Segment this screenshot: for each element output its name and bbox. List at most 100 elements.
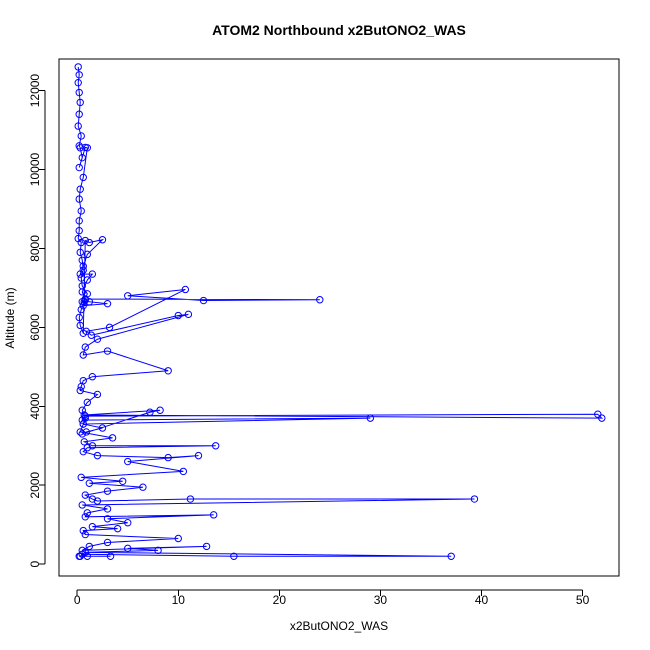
data-point	[164, 453, 172, 462]
data-point	[103, 515, 112, 523]
data-point	[194, 451, 203, 460]
data-point	[103, 487, 112, 495]
data-point	[75, 88, 83, 97]
y-tick-label: 10000	[28, 152, 42, 186]
data-point	[85, 479, 94, 487]
chart-title: ATOM2 Northbound x2ButONO2_WAS	[212, 22, 466, 38]
data-point	[164, 367, 172, 375]
x-tick-label: 20	[273, 593, 287, 607]
data-point	[83, 509, 92, 517]
data-point	[79, 262, 87, 270]
data-point	[88, 270, 97, 278]
data-point	[85, 238, 94, 247]
data-point	[77, 382, 85, 391]
data-point	[93, 390, 102, 399]
data-point	[74, 78, 82, 87]
data-point	[124, 457, 132, 466]
x-axis-label: x2ButONO2_WAS	[290, 619, 388, 633]
data-point	[77, 305, 85, 314]
data-point	[93, 497, 102, 505]
data-point	[124, 292, 132, 300]
data-point	[174, 311, 182, 320]
data-point	[83, 250, 92, 259]
data-point	[83, 398, 92, 407]
data-point	[78, 406, 86, 414]
data-point	[75, 71, 83, 79]
data-point	[154, 546, 162, 555]
x-tick-label: 30	[374, 593, 388, 607]
data-point	[76, 428, 84, 436]
data-point	[81, 343, 89, 351]
data-point	[79, 420, 87, 428]
data-point	[118, 477, 127, 485]
data-point	[105, 323, 114, 332]
x-tick-label: 0	[74, 593, 81, 607]
data-point	[81, 530, 89, 539]
data-point	[103, 538, 112, 547]
y-tick-label: 2000	[28, 472, 42, 499]
data-point	[103, 505, 112, 513]
data-point	[75, 217, 83, 225]
plot-frame	[58, 58, 620, 577]
data-point	[82, 327, 90, 336]
data-point	[83, 276, 92, 284]
data-point	[88, 495, 97, 503]
x-tick-label: 50	[576, 593, 590, 607]
data-point	[103, 347, 112, 355]
data-point	[199, 296, 208, 305]
data-point	[76, 270, 84, 278]
y-tick-label: 12000	[28, 74, 42, 108]
data-point	[98, 424, 107, 432]
y-tick-label: 4000	[28, 393, 42, 420]
data-point	[87, 331, 96, 339]
y-axis-label: Altitude (m)	[3, 287, 17, 348]
data-point	[139, 483, 147, 491]
plot-layer	[74, 63, 606, 560]
data-point	[81, 236, 89, 245]
data-point	[76, 144, 84, 152]
data-point	[77, 207, 85, 215]
data-point	[184, 310, 193, 319]
data-point	[79, 447, 87, 456]
data-point	[80, 411, 88, 419]
data-point	[106, 552, 115, 560]
data-point	[79, 526, 87, 535]
data-point	[76, 248, 84, 257]
data-point	[88, 442, 97, 450]
data-point	[598, 414, 606, 422]
data-point	[88, 522, 97, 531]
y-tick-label: 0	[28, 561, 42, 568]
data-point	[211, 442, 220, 450]
data-point	[76, 321, 84, 330]
data-point	[113, 524, 122, 533]
y-tick-label: 6000	[28, 314, 42, 341]
data-point	[76, 386, 84, 395]
data-point	[93, 335, 102, 343]
data-point	[78, 288, 86, 296]
data-point	[75, 226, 83, 235]
data-point	[75, 552, 83, 560]
data-point	[79, 173, 87, 182]
data-point	[124, 519, 132, 527]
data-point	[93, 451, 102, 460]
data-point	[76, 98, 84, 107]
data-point	[75, 195, 83, 203]
data-point	[594, 410, 602, 418]
data-point	[186, 495, 195, 503]
data-point	[103, 299, 112, 308]
y-tick-label: 8000	[28, 235, 42, 262]
data-point	[108, 434, 117, 442]
data-point	[75, 313, 83, 322]
data-point	[316, 296, 324, 304]
data-point	[85, 542, 94, 551]
data-point	[83, 552, 92, 560]
data-point	[447, 552, 455, 560]
data-point	[75, 110, 83, 118]
data-point	[77, 473, 85, 482]
data-point	[209, 511, 218, 519]
data-point	[156, 406, 164, 414]
data-point	[202, 542, 211, 551]
x-axis: 0 10 20 30 40 50	[74, 589, 590, 607]
